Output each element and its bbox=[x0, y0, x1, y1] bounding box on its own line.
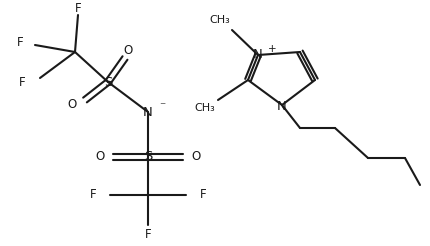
Text: N: N bbox=[143, 106, 153, 119]
Text: CH₃: CH₃ bbox=[210, 15, 230, 25]
Text: O: O bbox=[123, 44, 132, 57]
Text: ⁻: ⁻ bbox=[159, 101, 165, 113]
Text: O: O bbox=[191, 151, 201, 164]
Text: +: + bbox=[268, 44, 276, 54]
Text: O: O bbox=[95, 151, 104, 164]
Text: F: F bbox=[90, 188, 96, 201]
Text: N: N bbox=[277, 101, 287, 113]
Text: F: F bbox=[144, 229, 151, 242]
Text: N: N bbox=[253, 48, 263, 62]
Text: CH₃: CH₃ bbox=[195, 103, 215, 113]
Text: S: S bbox=[144, 151, 152, 164]
Text: F: F bbox=[200, 188, 206, 201]
Text: F: F bbox=[18, 76, 25, 89]
Text: O: O bbox=[68, 97, 77, 110]
Text: F: F bbox=[17, 35, 23, 48]
Text: F: F bbox=[75, 1, 81, 15]
Text: S: S bbox=[104, 76, 112, 89]
